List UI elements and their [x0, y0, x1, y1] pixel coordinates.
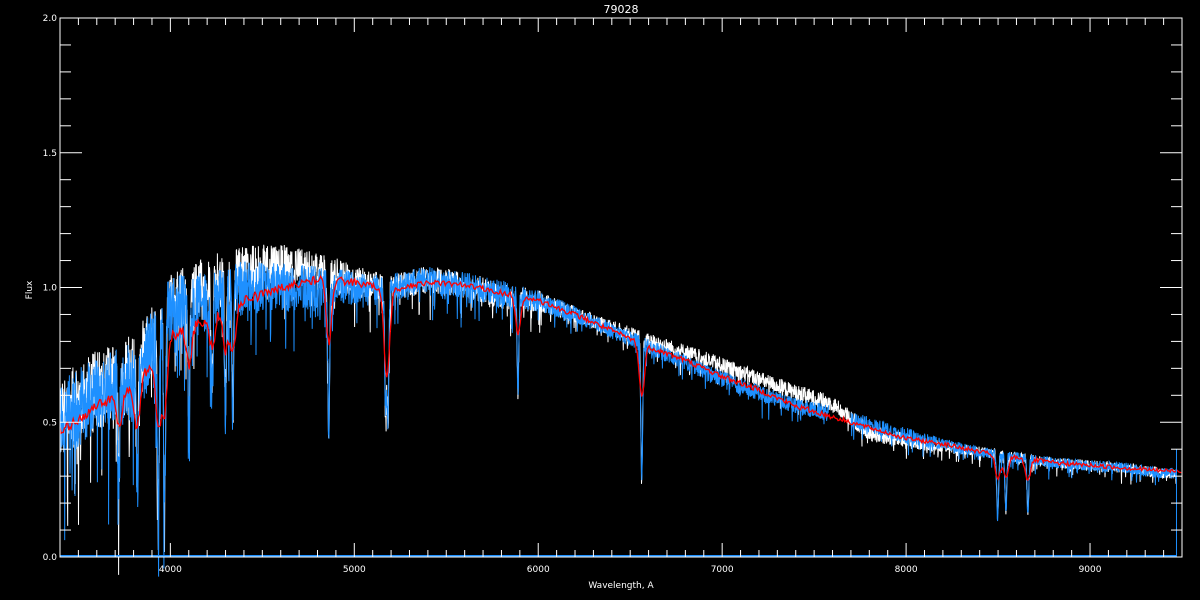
x-tick-label: 4000: [159, 565, 182, 575]
series-layer: [59, 244, 1182, 577]
x-tick-label: 5000: [343, 565, 366, 575]
series-2-line: [59, 274, 1182, 481]
x-axis-label: Wavelength, A: [588, 581, 654, 591]
x-tick-label: 7000: [711, 565, 734, 575]
axes-layer: 4000 5000 6000 7000 8000 9000 0.0 0.5 1.0 1.5 2.0: [43, 14, 1183, 575]
y-axis-label: Flux: [25, 280, 35, 299]
y-tick-label: 2.0: [43, 14, 58, 24]
x-tick-label: 6000: [527, 565, 550, 575]
y-tick-label: 1.5: [43, 149, 57, 159]
chart-title: 79028: [604, 3, 639, 16]
series-1-line: [850, 412, 1177, 522]
x-tick-label: 8000: [895, 565, 918, 575]
series-1-line: [59, 261, 830, 577]
x-tick-label: 9000: [1079, 565, 1102, 575]
y-tick-label: 1.0: [43, 284, 58, 294]
y-tick-label: 0.5: [43, 418, 57, 428]
y-tick-label: 0.0: [43, 553, 58, 563]
